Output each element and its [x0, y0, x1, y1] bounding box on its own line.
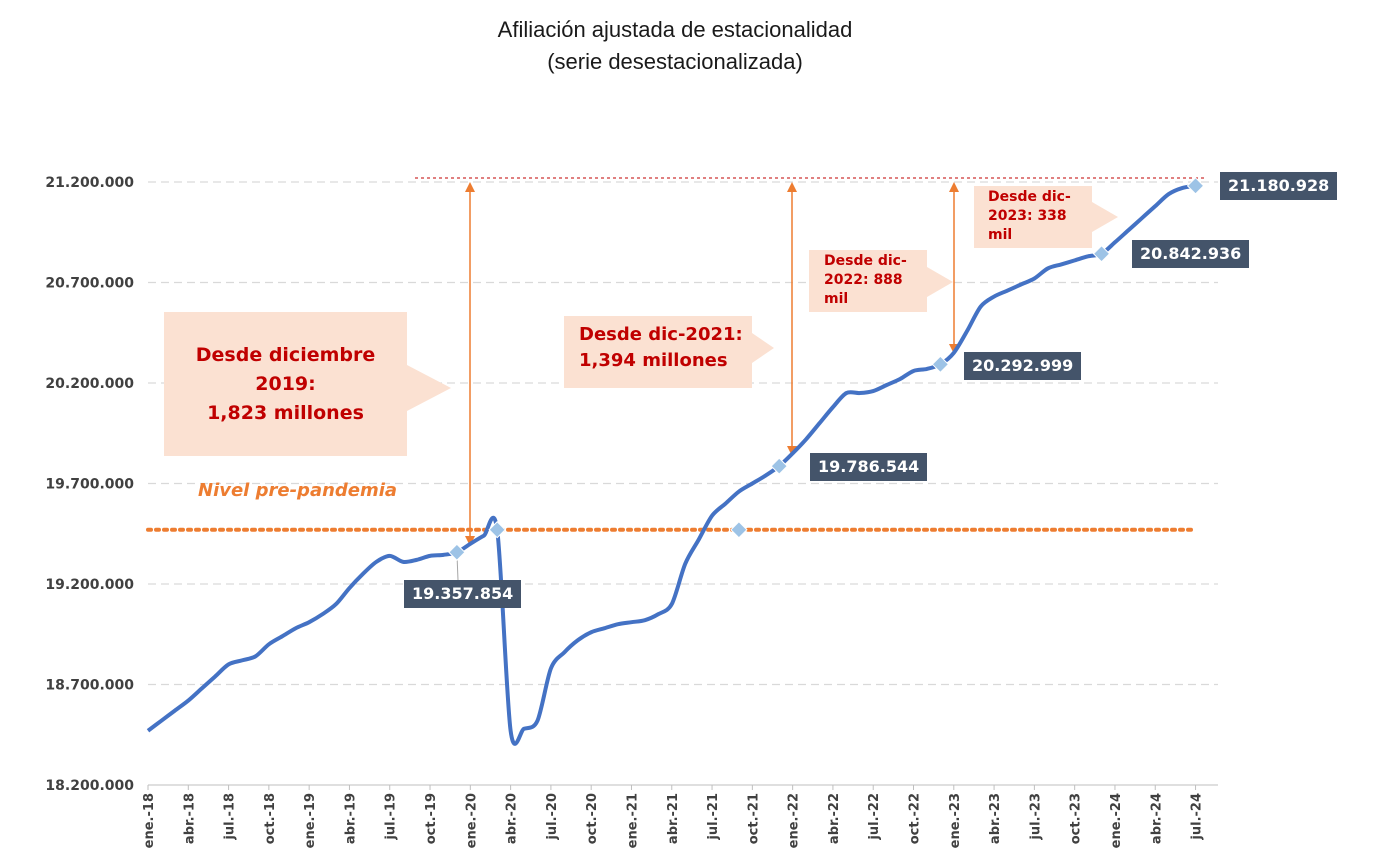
x-tick-label: jul.-22 — [867, 793, 882, 841]
x-tick-label: oct.-19 — [424, 793, 439, 844]
title-line-1: Afiliación ajustada de estacionalidad — [497, 17, 853, 42]
data-point-marker — [1092, 245, 1111, 263]
callout-text: Desde dic-2021: — [579, 324, 743, 345]
callout-text: 1,394 millones — [579, 350, 728, 371]
x-tick-label: abr.-19 — [343, 793, 358, 844]
x-tick-label: oct.-21 — [746, 793, 761, 844]
x-tick-label: ene.-22 — [787, 793, 802, 848]
x-tick-label: abr.-20 — [505, 793, 520, 844]
x-tick-label: abr.-22 — [827, 793, 842, 844]
x-tick-label: jul.-19 — [384, 793, 399, 841]
value-label-last: 21.180.928 — [1220, 172, 1338, 200]
data-point-marker — [931, 355, 950, 374]
y-tick-label: 21.200.000 — [45, 175, 134, 191]
arrow-head-up — [465, 182, 475, 192]
x-tick-label: ene.-19 — [303, 793, 318, 848]
callout-text: Desde dic- — [988, 189, 1071, 205]
callout-text: mil — [988, 227, 1013, 243]
value-label-dec-2021: 19.786.544 — [810, 453, 928, 481]
value-label-dec-2019: 19.357.854 — [404, 580, 522, 608]
callout-text: 1,823 millones — [207, 402, 364, 424]
title-line-2: (serie desestacionalizada) — [547, 49, 803, 74]
callout-text: Desde dic- — [824, 253, 907, 269]
x-tick-label: oct.-22 — [908, 793, 923, 844]
arrow-head-down — [465, 536, 475, 546]
x-tick-label: jul.-18 — [223, 793, 238, 841]
data-point-marker — [770, 457, 788, 475]
x-tick-label: abr.-18 — [182, 793, 197, 844]
x-tick-label: oct.-20 — [585, 793, 600, 844]
data-point-marker — [448, 543, 466, 561]
y-tick-label: 18.700.000 — [45, 678, 134, 694]
callout-pointer — [927, 267, 953, 297]
x-tick-label: jul.-23 — [1028, 793, 1043, 841]
arrow-head-up — [787, 182, 797, 192]
x-tick-label: ene.-23 — [948, 793, 963, 848]
x-tick-label: jul.-24 — [1190, 793, 1205, 841]
callout-text: mil — [824, 291, 849, 307]
data-point-marker — [488, 521, 506, 539]
y-tick-label: 19.200.000 — [45, 577, 134, 593]
y-tick-label: 19.700.000 — [45, 477, 134, 493]
x-tick-label: oct.-23 — [1069, 793, 1084, 844]
arrow-head-up — [949, 182, 959, 192]
callout-text: Desde diciembre — [195, 344, 376, 366]
callout-since-dec-2019: Desde diciembre 2019: 1,823 millones — [164, 312, 407, 456]
data-point-marker — [730, 521, 748, 539]
x-tick-label: ene.-18 — [142, 793, 157, 848]
x-tick-label: ene.-21 — [625, 793, 640, 848]
callout-since-dec-2021: Desde dic-2021: 1,394 millones — [564, 316, 752, 388]
chart-title: Afiliación ajustada de estacionalidad (s… — [0, 14, 1350, 78]
callout-since-dec-2023: Desde dic- 2023: 338 mil — [974, 186, 1092, 248]
callout-text: 2022: 888 — [824, 272, 903, 288]
callout-since-dec-2022: Desde dic- 2022: 888 mil — [809, 250, 927, 312]
callout-text: 2019: — [255, 373, 316, 395]
series-line-afiliacion — [146, 183, 1196, 746]
callout-pointer-stem — [407, 378, 427, 400]
callout-text: 2023: 338 — [988, 208, 1067, 224]
x-tick-label: ene.-24 — [1109, 793, 1124, 848]
x-tick-label: abr.-21 — [666, 793, 681, 844]
pre-pandemic-label: Nivel pre-pandemia — [198, 480, 398, 501]
x-tick-label: jul.-20 — [545, 793, 560, 841]
callout-pointer — [752, 333, 774, 363]
x-tick-label: abr.-23 — [988, 793, 1003, 844]
data-point-marker — [1186, 177, 1205, 195]
x-tick-label: abr.-24 — [1149, 793, 1164, 844]
value-label-dec-2023: 20.842.936 — [1132, 240, 1250, 268]
y-tick-label: 18.200.000 — [45, 778, 134, 794]
x-tick-label: jul.-21 — [706, 793, 721, 841]
x-tick-label: ene.-20 — [464, 793, 479, 848]
x-tick-label: oct.-18 — [263, 793, 278, 844]
callout-pointer — [1092, 202, 1118, 232]
y-tick-label: 20.700.000 — [45, 276, 134, 292]
value-label-dec-2022: 20.292.999 — [964, 352, 1082, 380]
y-tick-label: 20.200.000 — [45, 376, 134, 392]
arrow-head-down — [787, 446, 797, 456]
